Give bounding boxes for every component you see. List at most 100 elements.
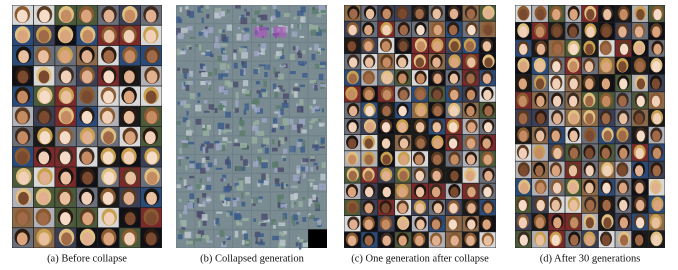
noise-patch (186, 111, 188, 116)
noise-patch (296, 242, 299, 246)
noise-patch (271, 129, 274, 132)
noise-patch (298, 139, 303, 142)
noise-patch (259, 196, 263, 198)
noise-patch (281, 90, 285, 92)
noise-patch (314, 202, 319, 209)
image-tile (463, 119, 479, 134)
image-tile (412, 135, 428, 150)
face (399, 219, 407, 229)
noise-patch (262, 118, 267, 122)
noise-patch (206, 199, 211, 201)
image-tile (98, 86, 119, 105)
face (382, 138, 390, 148)
image-tile (615, 75, 631, 92)
noise-patch (303, 242, 308, 247)
face (553, 183, 561, 194)
face (602, 113, 610, 124)
face (466, 106, 474, 116)
image-tile (515, 40, 531, 57)
image-tile (599, 92, 615, 109)
noise-patch (264, 72, 268, 77)
noise-patch (185, 165, 187, 170)
image-tile (309, 155, 327, 173)
image-tile (599, 127, 615, 144)
face (398, 187, 406, 197)
image-tile (395, 167, 411, 182)
image-tile (177, 80, 196, 100)
face (146, 232, 157, 245)
image-tile (34, 46, 55, 65)
image-tile (214, 62, 232, 80)
image-tile (565, 5, 581, 22)
face (449, 122, 457, 132)
image-tile (632, 23, 648, 40)
image-tile (177, 211, 195, 230)
image-tile (290, 61, 308, 79)
noise-patch (201, 11, 203, 13)
image-tile (98, 66, 119, 85)
image-tile (34, 228, 55, 247)
image-tile (12, 188, 33, 207)
image-tile (141, 147, 162, 166)
image-tile (649, 23, 665, 40)
noise-patch (188, 142, 194, 144)
face (552, 9, 560, 20)
image-tile (195, 174, 213, 192)
noise-patch (297, 212, 300, 215)
image-tile (344, 135, 360, 150)
image-tile (195, 230, 213, 248)
noise-patch (313, 163, 317, 166)
noise-patch (206, 14, 209, 18)
face (637, 96, 645, 107)
image-tile (599, 179, 615, 196)
image-tile (599, 231, 615, 248)
face (619, 78, 627, 89)
image-tile (361, 119, 377, 134)
image-tile (55, 66, 76, 85)
noise-patch (201, 72, 207, 77)
noise-patch (185, 6, 188, 9)
image-tile (582, 75, 598, 92)
image-tile (344, 232, 360, 247)
image-tile (515, 92, 531, 109)
image-tile (344, 22, 360, 37)
image-tile (549, 92, 565, 109)
image-tile (177, 62, 195, 80)
face (18, 70, 29, 83)
image-tile (361, 200, 377, 215)
noise-patch (190, 37, 197, 39)
image-tile (309, 62, 327, 81)
noise-patch (223, 241, 225, 245)
face (619, 200, 627, 211)
image-tile (532, 179, 548, 196)
noise-patch (216, 211, 223, 213)
face (652, 235, 660, 246)
image-tile (177, 192, 195, 210)
noise-patch (272, 236, 279, 240)
noise-patch (244, 48, 247, 52)
image-tile (480, 200, 496, 215)
noise-patch (303, 173, 306, 178)
image-tile (615, 196, 631, 213)
image-tile (532, 231, 548, 248)
face (383, 187, 391, 197)
image-tile (120, 147, 141, 166)
image-tile (446, 5, 462, 20)
image-tile (429, 54, 445, 69)
face (519, 9, 527, 20)
face (82, 212, 93, 225)
image-tile (446, 54, 462, 69)
image-tile (395, 54, 411, 69)
noise-patch (321, 48, 325, 50)
face (433, 90, 441, 100)
noise-patch (271, 16, 275, 20)
image-tile (361, 70, 377, 85)
image-tile (98, 188, 119, 207)
image-tile (615, 57, 631, 74)
noise-patch (226, 212, 230, 216)
image-tile (599, 214, 615, 231)
image-tile (233, 230, 251, 248)
image-tile (463, 103, 479, 118)
noise-patch (293, 87, 300, 91)
face (382, 41, 390, 51)
